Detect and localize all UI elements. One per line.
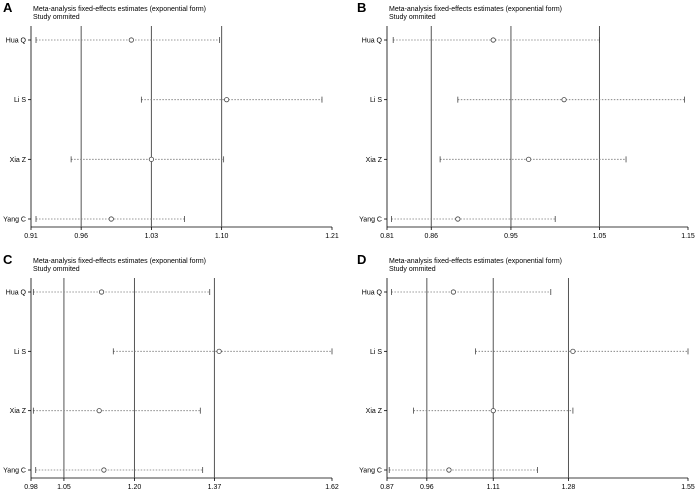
study-label: Hua Q: [362, 290, 383, 297]
x-tick-label: 1.05: [593, 233, 607, 240]
chart-subtitle: Study ommited: [33, 14, 80, 21]
x-tick-label: 1.55: [681, 484, 695, 491]
study-label: Li S: [14, 349, 26, 356]
chart-title: Meta-analysis fixed-effects estimates (e…: [33, 6, 206, 13]
study-label: Yang C: [3, 468, 26, 475]
x-tick-label: 0.81: [380, 233, 394, 240]
study-label: Yang C: [3, 217, 26, 224]
x-tick-label: 0.86: [424, 233, 438, 240]
estimate-point: [570, 348, 576, 354]
estimate-point: [128, 37, 134, 43]
panel-letter: C: [3, 252, 13, 267]
estimate-point: [224, 97, 230, 103]
study-label: Xia Z: [366, 408, 383, 415]
x-tick-label: 0.95: [504, 233, 518, 240]
x-tick-label: 1.11: [487, 484, 500, 491]
x-tick-label: 0.96: [74, 233, 88, 240]
study-label: Xia Z: [10, 408, 27, 415]
x-tick-label: 0.87: [380, 484, 394, 491]
x-tick-label: 1.15: [681, 233, 695, 240]
chart-subtitle: Study ommited: [389, 14, 436, 21]
study-label: Li S: [370, 97, 382, 104]
estimate-point: [98, 289, 105, 295]
chart-title: Meta-analysis fixed-effects estimates (e…: [389, 6, 562, 13]
estimate-point: [561, 97, 567, 103]
x-tick-label: 0.91: [24, 233, 38, 240]
x-tick-label: 1.28: [562, 484, 576, 491]
x-tick-label: 1.37: [208, 484, 222, 491]
panel-letter: A: [3, 0, 13, 15]
x-tick-label: 1.05: [57, 484, 71, 491]
estimate-point: [216, 348, 222, 354]
study-label: Yang C: [359, 468, 382, 475]
estimate-point: [490, 37, 496, 43]
x-tick-label: 1.10: [215, 233, 229, 240]
study-label: Li S: [370, 349, 382, 356]
x-tick-label: 1.20: [128, 484, 142, 491]
chart-subtitle: Study ommited: [33, 266, 80, 273]
estimate-point: [108, 216, 114, 222]
estimate-point: [101, 467, 107, 473]
study-label: Hua Q: [6, 290, 27, 297]
estimate-point: [446, 467, 452, 473]
x-tick-label: 0.96: [420, 484, 434, 491]
estimate-point: [450, 289, 456, 295]
study-label: Hua Q: [362, 38, 383, 45]
study-label: Hua Q: [6, 38, 27, 45]
study-label: Xia Z: [10, 157, 27, 164]
study-label: Xia Z: [366, 157, 383, 164]
x-tick-label: 1.21: [325, 233, 339, 240]
estimate-point: [96, 408, 102, 414]
chart-title: Meta-analysis fixed-effects estimates (e…: [389, 258, 562, 265]
chart-title: Meta-analysis fixed-effects estimates (e…: [33, 258, 206, 265]
x-tick-label: 1.62: [325, 484, 339, 491]
x-tick-label: 0.98: [24, 484, 38, 491]
estimate-point: [490, 408, 496, 414]
estimate-point: [455, 216, 461, 222]
x-tick-label: 1.03: [145, 233, 159, 240]
panel-letter: D: [357, 252, 366, 267]
panel-letter: B: [357, 0, 366, 15]
chart-subtitle: Study ommited: [389, 266, 436, 273]
study-label: Li S: [14, 97, 26, 104]
study-label: Yang C: [359, 217, 382, 224]
estimate-point: [148, 156, 154, 162]
estimate-point: [526, 156, 532, 162]
